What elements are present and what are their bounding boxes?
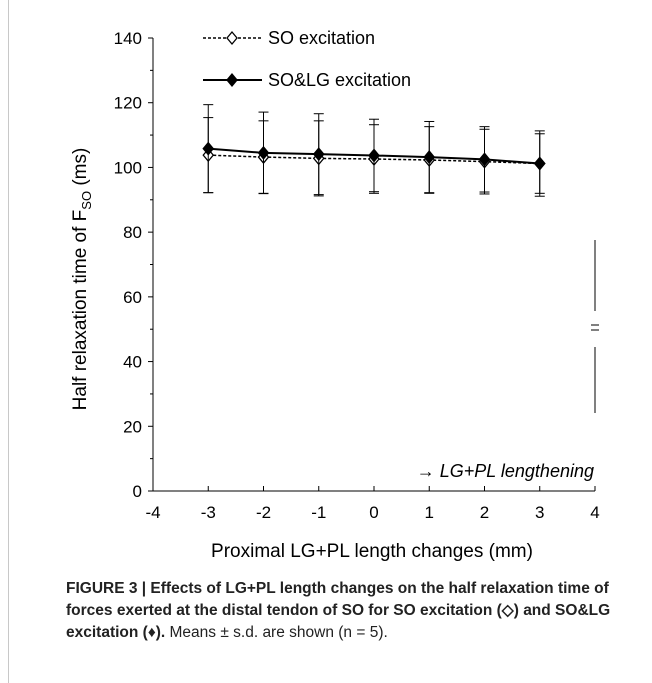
figure-caption: FIGURE 3 | Effects of LG+PL length chang… — [66, 578, 644, 644]
legend-label: SO excitation — [268, 28, 375, 48]
y-tick-label: 120 — [114, 94, 142, 113]
y-tick-label: 60 — [123, 288, 142, 307]
line-chart: 0 20 40 60 80 100 120 140 -4 -3 -2 -1 0 1 2 3 4 SO excit… — [70, 28, 600, 562]
y-axis-label-subscript: SO — [79, 191, 94, 210]
y-axis-label-main: Half relaxation time of F — [70, 210, 91, 411]
series-layer — [202, 104, 546, 197]
y-tick-label: 20 — [123, 417, 142, 436]
y-axis-label: Half relaxation time of FSO (ms) — [70, 148, 94, 411]
x-tick-label: 2 — [480, 503, 489, 522]
legend-label: SO&LG excitation — [268, 70, 411, 90]
caption-title: FIGURE 3 | Effects of LG+PL length chang… — [66, 580, 611, 641]
x-tick-label: -3 — [201, 503, 216, 522]
data-point — [533, 156, 546, 171]
y-tick-label: 0 — [133, 482, 142, 501]
y-tick-label: 140 — [114, 29, 142, 48]
x-tick-label: 1 — [425, 503, 434, 522]
annotation-text: → LG+PL lengthening — [417, 461, 594, 481]
axes: 0 20 40 60 80 100 120 140 -4 -3 -2 -1 0 1 2 3 4 — [114, 29, 600, 522]
x-tick-label: 3 — [535, 503, 544, 522]
legend-marker — [226, 72, 238, 88]
y-axis-label-unit: (ms) — [70, 148, 91, 191]
x-tick-label: 0 — [369, 503, 378, 522]
axis-break-mark — [591, 240, 599, 413]
legend-marker — [226, 30, 238, 46]
y-tick-label: 100 — [114, 158, 142, 177]
data-point — [312, 147, 325, 162]
x-tick-label: -4 — [145, 503, 160, 522]
y-tick-label: 40 — [123, 353, 142, 372]
x-tick-label: 4 — [590, 503, 599, 522]
x-tick-label: -2 — [256, 503, 271, 522]
data-point — [478, 152, 491, 167]
legend: SO excitation SO&LG excitation — [203, 28, 411, 90]
caption-note: Means ± s.d. are shown (n = 5). — [165, 624, 388, 641]
x-tick-label: -1 — [311, 503, 326, 522]
data-point — [423, 150, 436, 165]
series-2 — [202, 104, 546, 196]
y-tick-label: 80 — [123, 223, 142, 242]
data-point — [368, 148, 380, 163]
figure-frame — [8, 0, 650, 683]
x-axis-label: Proximal LG+PL length changes (mm) — [211, 541, 533, 562]
data-point — [257, 145, 270, 160]
data-point — [202, 141, 215, 156]
